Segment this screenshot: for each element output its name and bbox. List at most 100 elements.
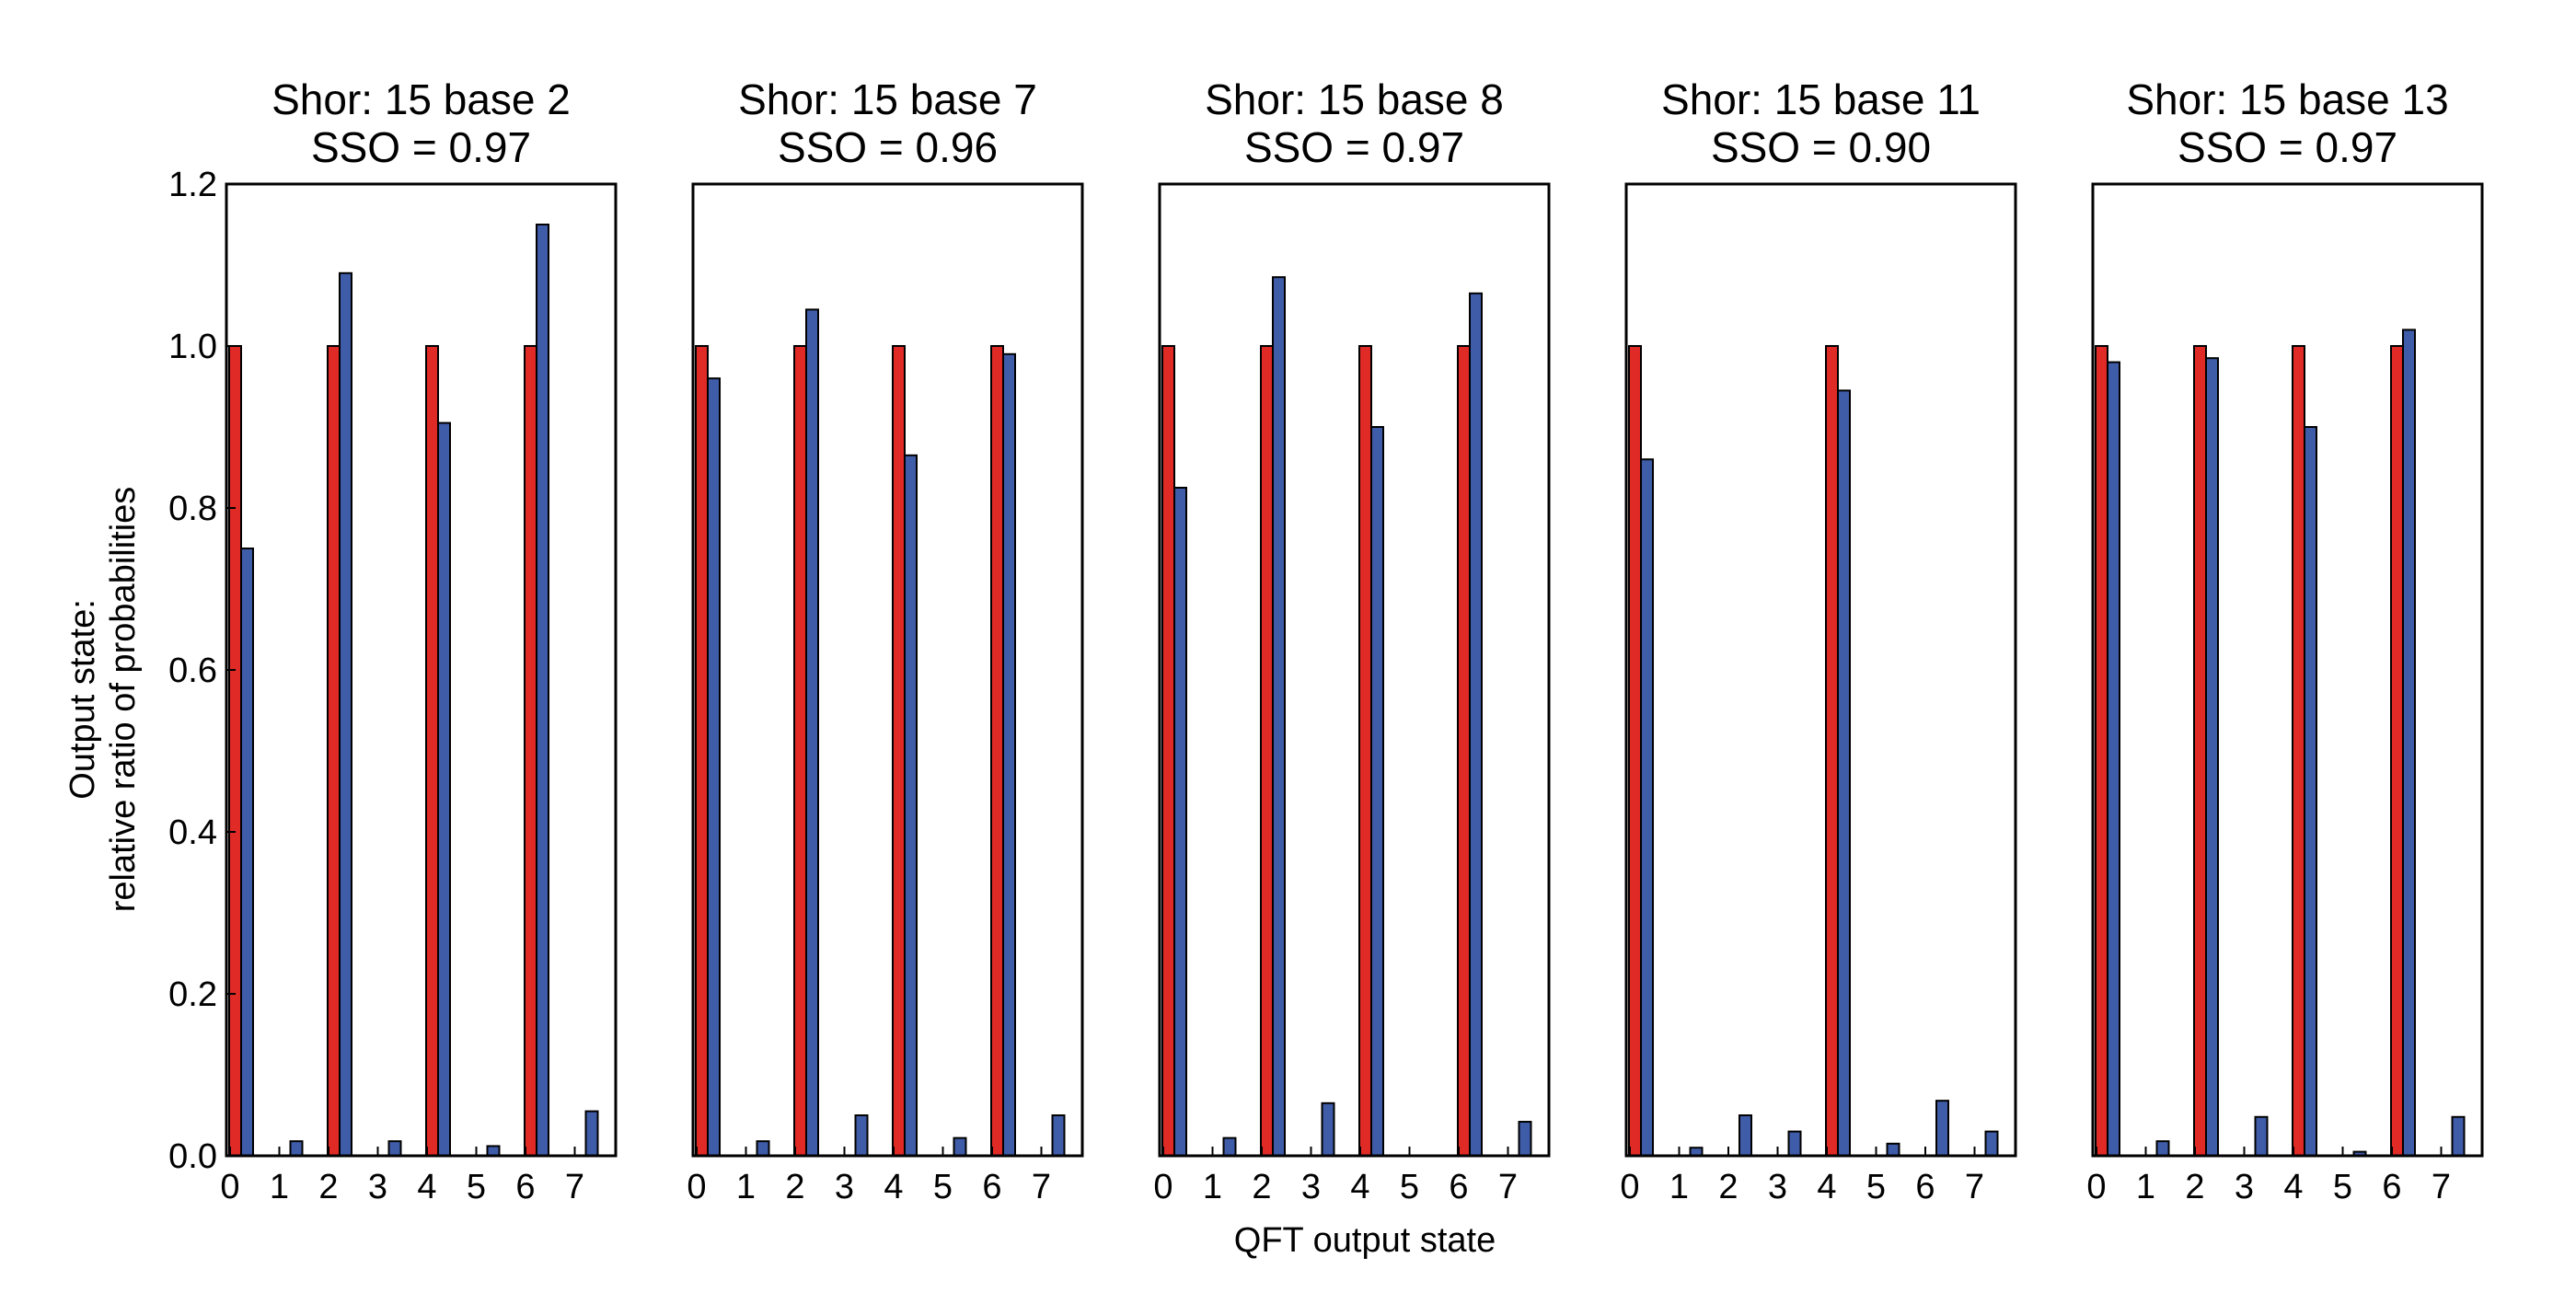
x-tick-label: 5 <box>2333 1168 2352 1206</box>
x-tick-label: 7 <box>1032 1168 1051 1206</box>
x-tick-label: 7 <box>1498 1168 1518 1206</box>
bar-red <box>2390 345 2404 1157</box>
bar-red <box>892 345 906 1157</box>
x-tick-label: 7 <box>565 1168 584 1206</box>
bar-blue <box>2402 329 2416 1157</box>
bar-blue <box>2451 1115 2466 1158</box>
bar-blue <box>1272 276 1286 1157</box>
x-tick-label: 7 <box>1965 1168 1984 1206</box>
bar-red <box>2193 345 2207 1157</box>
bar-red <box>990 345 1004 1157</box>
bar-blue <box>1321 1102 1335 1158</box>
panel-title: Shor: 15 base 11 <box>1661 75 1981 123</box>
x-tick-label: 6 <box>982 1168 1001 1206</box>
bar-red <box>2095 345 2108 1157</box>
bar-blue <box>2107 361 2120 1158</box>
y-axis-label-line-1: Output state: <box>64 599 102 800</box>
bar-red <box>1358 345 1372 1157</box>
x-tick-label: 3 <box>1768 1168 1787 1206</box>
bar-red <box>1161 345 1175 1157</box>
bar-blue <box>240 548 254 1157</box>
x-tick-label: 2 <box>1252 1168 1271 1206</box>
bar-blue <box>289 1140 304 1158</box>
bar-blue <box>2205 357 2219 1157</box>
bar-blue <box>756 1140 770 1158</box>
panel-frame <box>1624 182 2017 1158</box>
x-axis-label: QFT output state <box>1234 1221 1496 1260</box>
x-tick-label: 2 <box>785 1168 804 1206</box>
y-tick-label: 1.0 <box>168 328 217 366</box>
y-tick-label: 0.4 <box>168 813 217 852</box>
bar-red <box>1260 345 1274 1157</box>
bar-red <box>2292 345 2305 1157</box>
bar-blue <box>1935 1100 1949 1158</box>
bar-blue <box>2254 1115 2269 1158</box>
x-tick-label: 1 <box>2136 1168 2155 1206</box>
bar-red <box>425 345 439 1157</box>
panel-subtitle: SSO = 0.97 <box>2177 123 2397 171</box>
bar-blue <box>1518 1121 1532 1158</box>
bar-blue <box>486 1145 501 1157</box>
x-tick-label: 4 <box>884 1168 903 1206</box>
bar-red <box>1825 345 1839 1157</box>
x-tick-label: 6 <box>515 1168 535 1206</box>
x-tick-label: 3 <box>368 1168 387 1206</box>
bar-blue <box>2155 1140 2170 1158</box>
y-tick-label: 0.6 <box>168 652 217 690</box>
panel-frame <box>691 182 1084 1158</box>
bar-blue <box>339 271 352 1157</box>
bar-blue <box>953 1136 967 1158</box>
x-tick-label: 6 <box>2382 1168 2401 1206</box>
panel-subtitle: SSO = 0.96 <box>778 123 998 171</box>
bar-blue <box>1370 426 1384 1157</box>
x-tick-label: 4 <box>417 1168 436 1206</box>
x-tick-label: 2 <box>318 1168 338 1206</box>
x-tick-label: 5 <box>1400 1168 1419 1206</box>
x-tick-label: 0 <box>1620 1168 1639 1206</box>
bar-blue <box>1051 1114 1066 1157</box>
panel-frame <box>1158 182 1551 1158</box>
x-tick-label: 1 <box>736 1168 756 1206</box>
bar-red <box>695 345 709 1157</box>
panel-subtitle: SSO = 0.97 <box>311 123 531 171</box>
x-tick-label: 4 <box>1350 1168 1369 1206</box>
bar-blue <box>437 421 451 1158</box>
x-tick-label: 5 <box>467 1168 486 1206</box>
bar-blue <box>1837 389 1851 1157</box>
bar-blue <box>1787 1130 1802 1157</box>
y-axis-label-line-2: relative ratio of probabilities <box>104 487 143 913</box>
bar-blue <box>1469 292 1483 1157</box>
bar-blue <box>854 1114 869 1157</box>
bar-blue <box>1739 1114 1752 1157</box>
bar-blue <box>805 308 819 1157</box>
bar-blue <box>904 454 918 1157</box>
bar-red <box>228 345 242 1157</box>
bar-red <box>793 345 807 1157</box>
panel-frame <box>225 182 618 1158</box>
x-tick-label: 3 <box>835 1168 854 1206</box>
panel-subtitle: SSO = 0.90 <box>1711 123 1931 171</box>
bar-blue <box>1984 1130 1999 1157</box>
y-tick-label: 0.2 <box>168 975 217 1014</box>
bar-blue <box>387 1140 402 1158</box>
panel-title: Shor: 15 base 13 <box>2126 75 2448 123</box>
panel-title: Shor: 15 base 8 <box>1205 75 1504 123</box>
x-tick-label: 0 <box>1153 1168 1172 1206</box>
bar-red <box>524 345 537 1157</box>
y-tick-label: 1.2 <box>168 166 217 204</box>
y-tick-label: 0.0 <box>168 1137 217 1176</box>
x-tick-label: 1 <box>1669 1168 1689 1206</box>
bar-red <box>327 345 341 1157</box>
x-tick-label: 1 <box>1203 1168 1222 1206</box>
x-tick-label: 6 <box>1449 1168 1468 1206</box>
x-tick-label: 2 <box>1718 1168 1738 1206</box>
x-tick-label: 2 <box>2185 1168 2204 1206</box>
